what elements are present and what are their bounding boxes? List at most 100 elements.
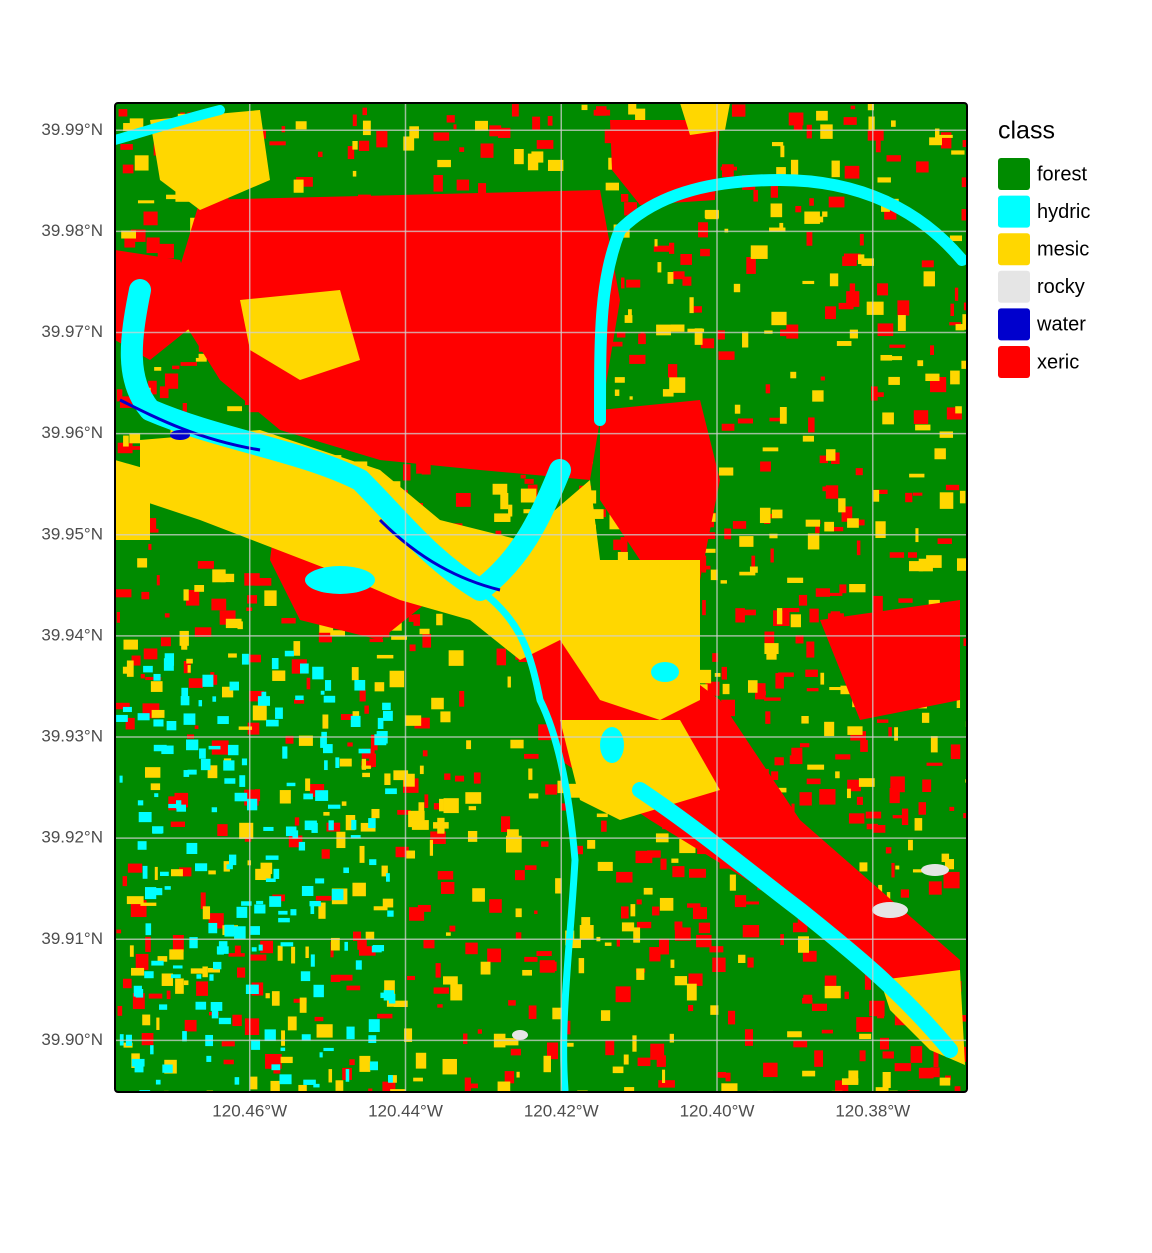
speckle <box>164 613 170 618</box>
speckle <box>928 881 942 895</box>
xeric-patch <box>820 600 960 720</box>
speckle <box>280 942 294 947</box>
speckle <box>389 670 405 688</box>
speckle <box>621 906 629 919</box>
speckle <box>547 159 564 171</box>
speckle <box>507 676 511 688</box>
speckle <box>156 1017 160 1030</box>
speckle <box>824 521 835 532</box>
speckle <box>729 874 736 891</box>
speckle <box>860 740 868 752</box>
speckle <box>909 473 925 478</box>
speckle <box>115 702 130 710</box>
speckle <box>882 1071 891 1088</box>
speckle <box>939 431 954 438</box>
speckle <box>211 598 227 611</box>
speckle <box>143 211 158 226</box>
speckle <box>907 552 917 558</box>
speckle <box>449 925 456 932</box>
speckle <box>811 1003 827 1011</box>
speckle <box>859 1050 866 1062</box>
speckle <box>234 945 241 954</box>
speckle <box>248 690 265 702</box>
speckle <box>270 1080 280 1092</box>
speckle <box>565 1020 571 1035</box>
speckle <box>838 302 854 310</box>
speckle <box>546 1042 559 1060</box>
speckle <box>384 980 395 997</box>
speckle <box>588 509 604 519</box>
speckle <box>790 159 799 175</box>
speckle <box>157 956 168 962</box>
speckle <box>186 590 200 606</box>
speckle <box>912 869 926 873</box>
speckle <box>656 324 672 336</box>
speckle <box>515 870 525 881</box>
speckle <box>273 868 280 879</box>
speckle <box>422 750 428 757</box>
speckle <box>154 888 163 896</box>
speckle <box>340 714 357 720</box>
y-tick-label: 39.93°N <box>41 727 103 746</box>
speckle <box>159 871 169 877</box>
speckle <box>620 277 625 289</box>
speckle <box>846 788 851 799</box>
legend-label: water <box>1036 314 1086 336</box>
speckle <box>355 960 362 970</box>
speckle <box>194 725 199 730</box>
speckle <box>313 1083 320 1088</box>
speckle <box>234 926 246 939</box>
speckle <box>776 167 786 177</box>
speckle <box>433 987 449 994</box>
speckle <box>187 665 191 673</box>
speckle <box>183 589 189 601</box>
speckle <box>145 923 152 936</box>
speckle <box>816 110 828 121</box>
speckle <box>939 1077 951 1086</box>
speckle <box>170 821 185 827</box>
speckle <box>369 753 376 768</box>
speckle <box>414 717 430 729</box>
speckle <box>547 115 553 126</box>
speckle <box>771 509 783 519</box>
speckle <box>228 953 245 957</box>
speckle <box>747 957 754 968</box>
speckle <box>934 448 946 460</box>
speckle <box>836 341 852 346</box>
speckle <box>805 669 818 677</box>
speckle <box>319 1052 323 1058</box>
speckle <box>868 116 875 131</box>
speckle <box>183 770 190 777</box>
speckle <box>876 719 889 723</box>
speckle <box>422 633 432 648</box>
speckle <box>271 991 280 1006</box>
speckle <box>956 558 967 571</box>
speckle <box>528 1005 537 1019</box>
speckle <box>318 631 332 643</box>
speckle <box>820 376 825 381</box>
speckle <box>202 966 208 978</box>
speckle <box>351 819 357 830</box>
speckle <box>446 115 455 123</box>
speckle <box>858 778 875 787</box>
speckle <box>659 938 669 955</box>
speckle <box>930 736 938 753</box>
speckle <box>897 300 910 316</box>
speckle <box>839 584 847 594</box>
speckle <box>587 839 596 849</box>
speckle <box>929 137 942 146</box>
speckle <box>593 109 611 116</box>
speckle <box>454 775 465 782</box>
speckle <box>835 754 851 760</box>
speckle <box>200 892 206 909</box>
speckle <box>361 760 372 768</box>
speckle <box>153 719 164 727</box>
speckle <box>406 850 416 859</box>
speckle <box>469 1083 478 1089</box>
speckle <box>175 800 182 809</box>
speckle <box>228 653 237 658</box>
speckle <box>288 835 303 848</box>
speckle <box>377 717 384 729</box>
speckle <box>626 279 641 288</box>
